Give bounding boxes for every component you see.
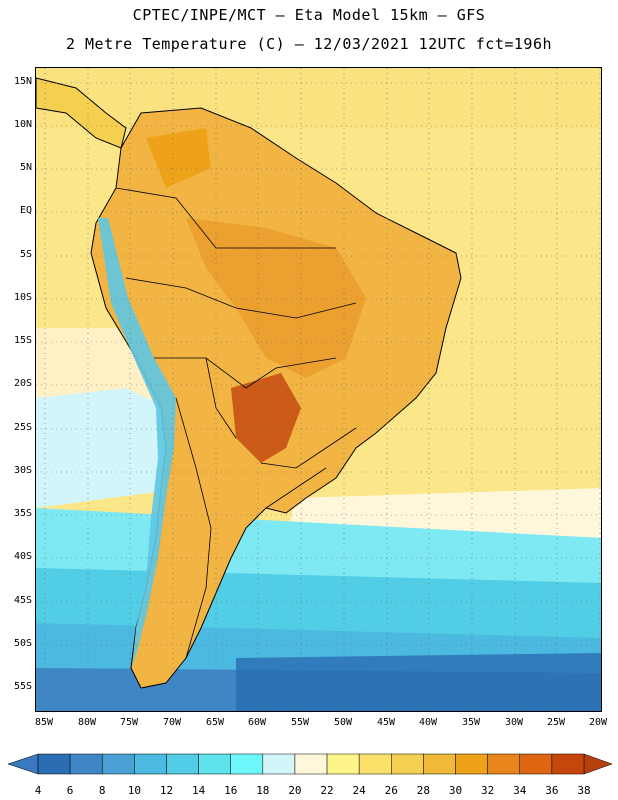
colorbar-cell — [101, 753, 135, 775]
lon-label: 70W — [162, 717, 182, 728]
colorbar-label: 20 — [288, 784, 302, 797]
colorbar-label: 10 — [127, 784, 141, 797]
lon-label: 45W — [376, 717, 396, 728]
lon-label: 30W — [504, 717, 524, 728]
lon-label: 85W — [34, 717, 54, 728]
lon-label: 20W — [588, 717, 608, 728]
colorbar-label: 34 — [513, 784, 527, 797]
lon-label: 25W — [546, 717, 566, 728]
colorbar-label: 38 — [577, 784, 591, 797]
colorbar-label: 4 — [34, 784, 42, 797]
colorbar-label: 18 — [256, 784, 270, 797]
north-warm-region — [146, 128, 211, 188]
lon-label: 80W — [77, 717, 97, 728]
cold-band — [236, 653, 601, 711]
colorbar-label: 24 — [352, 784, 366, 797]
colorbar-label: 32 — [481, 784, 495, 797]
map-title-line1: CPTEC/INPE/MCT – Eta Model 15km – GFS — [132, 6, 486, 24]
temperature-colorbar — [7, 753, 613, 775]
ocean-north-band — [36, 68, 601, 128]
andes-cold-strip — [98, 218, 176, 668]
colorbar-cell — [134, 753, 167, 775]
colorbar-cell — [294, 753, 328, 775]
lon-label: 40W — [418, 717, 438, 728]
map-title-line2: 2 Metre Temperature (C) – 12/03/2021 12U… — [65, 35, 553, 53]
lon-label: 50W — [333, 717, 353, 728]
colorbar-low-arrow — [7, 753, 39, 775]
lat-label: 5N — [19, 162, 32, 173]
lat-label: 10S — [13, 292, 32, 303]
colorbar-high-arrow — [583, 753, 613, 775]
lon-label: 60W — [247, 717, 267, 728]
lat-label: 20S — [13, 378, 32, 389]
temperature-map[interactable] — [35, 67, 602, 712]
colorbar-label: 22 — [320, 784, 334, 797]
lat-label: 30S — [13, 465, 32, 476]
lat-label: 10N — [13, 119, 32, 130]
colorbar-label: 28 — [416, 784, 431, 797]
colorbar-label: 12 — [159, 784, 174, 797]
lon-label: 65W — [205, 717, 225, 728]
lat-label: 15S — [13, 335, 32, 346]
colorbar-cell — [230, 753, 264, 775]
colorbar-cell — [519, 753, 553, 775]
colorbar-cell — [358, 753, 392, 775]
colorbar-cell — [166, 753, 199, 775]
lat-label: 40S — [13, 551, 32, 562]
amazon-warm-region — [186, 218, 366, 378]
chaco-hot-region — [231, 373, 301, 463]
colorbar-label: 26 — [384, 784, 398, 797]
central-america-landmass — [36, 77, 127, 149]
lat-label: EQ — [19, 205, 32, 216]
colorbar-label: 6 — [66, 784, 74, 797]
map-graphic — [36, 68, 601, 711]
colorbar-cell — [551, 753, 585, 775]
colorbar-cell — [487, 753, 521, 775]
colorbar-cell — [455, 753, 488, 775]
lon-label: 55W — [290, 717, 310, 728]
pacific-cool-band — [36, 388, 186, 508]
colorbar-cell — [423, 753, 456, 775]
colorbar-label: 14 — [191, 784, 206, 797]
colorbar-cell — [326, 753, 360, 775]
lat-label: 5S — [19, 249, 32, 260]
lat-label: 55S — [13, 681, 32, 692]
colorbar-cell — [37, 753, 71, 775]
lon-label: 75W — [119, 717, 139, 728]
lat-label: 15N — [13, 76, 32, 87]
lat-label: 25S — [13, 422, 32, 433]
colorbar-cell — [391, 753, 424, 775]
lon-label: 35W — [461, 717, 481, 728]
lat-label: 35S — [13, 508, 32, 519]
lat-label: 50S — [13, 638, 32, 649]
lat-label: 45S — [13, 595, 32, 606]
colorbar-label: 36 — [545, 784, 559, 797]
colorbar-label: 30 — [448, 784, 463, 797]
colorbar-cell — [69, 753, 103, 775]
colorbar-label: 8 — [98, 784, 106, 797]
colorbar-label: 16 — [224, 784, 238, 797]
colorbar-cell — [198, 753, 231, 775]
colorbar-cell — [262, 753, 296, 775]
